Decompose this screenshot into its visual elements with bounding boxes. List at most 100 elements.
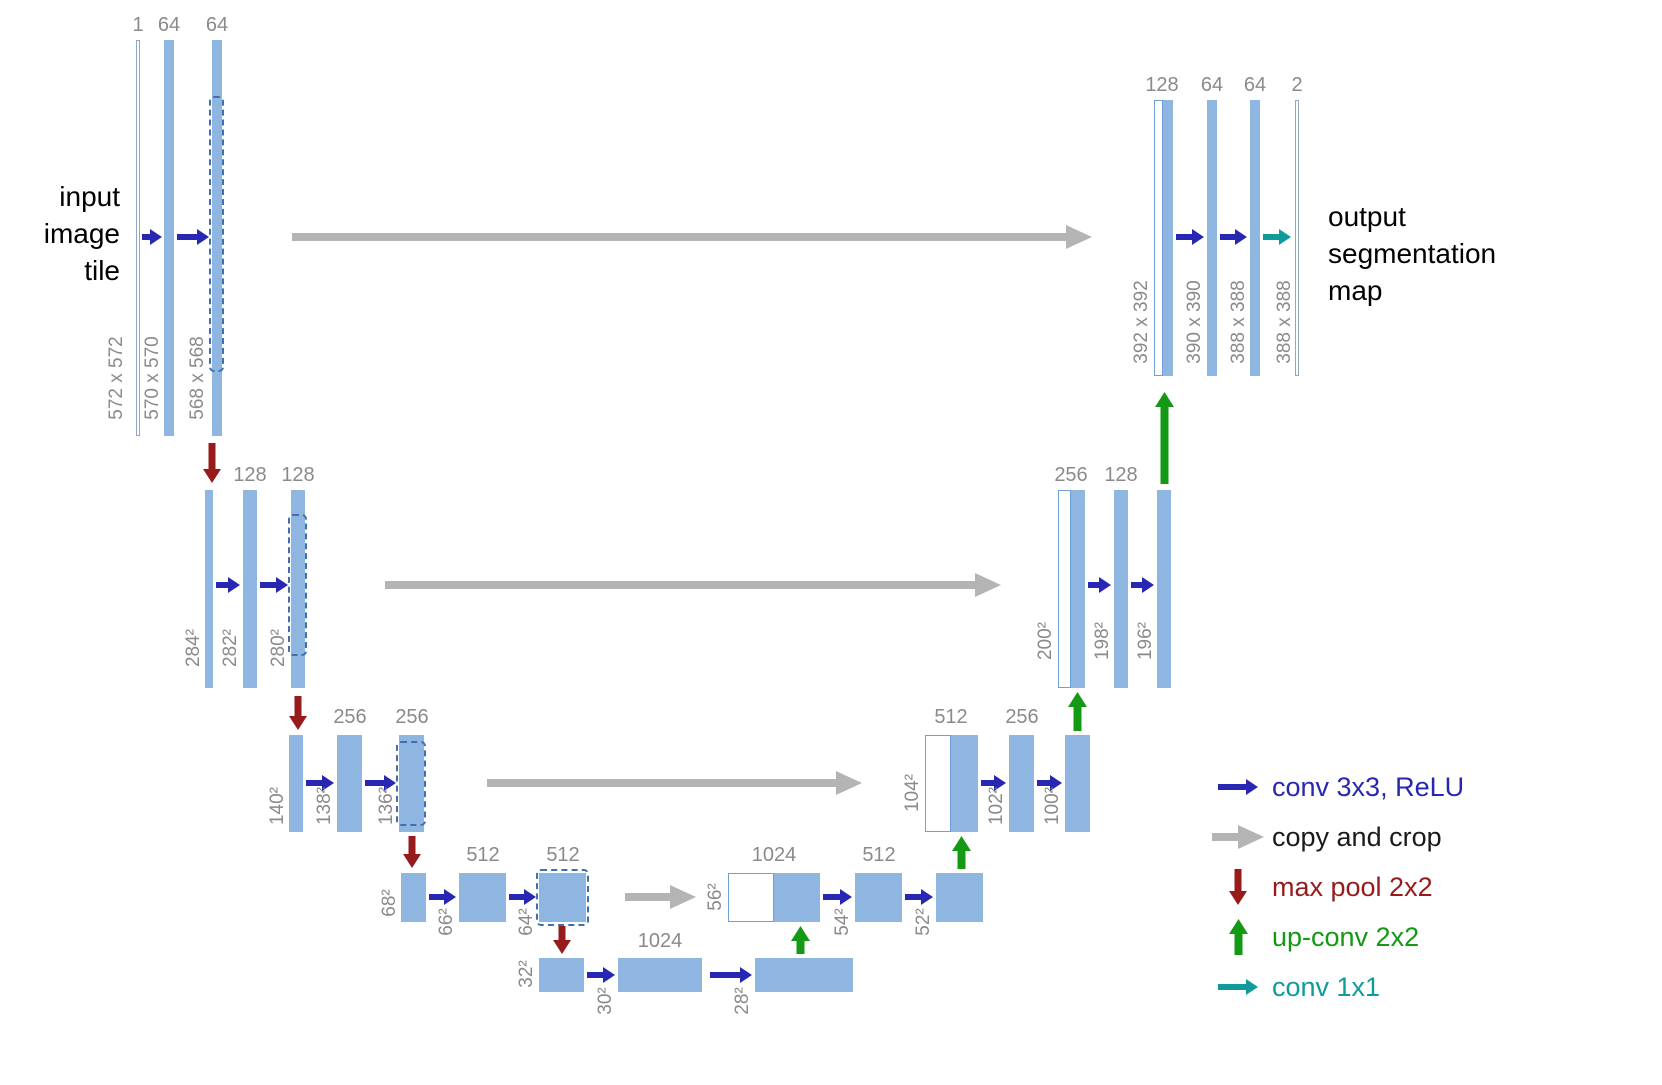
conv3x3-arrow-icon bbox=[365, 775, 396, 791]
conv3x3-arrow-icon bbox=[1131, 577, 1154, 593]
feature-map-bar bbox=[164, 40, 174, 436]
copied-feature-map-bar bbox=[1154, 100, 1163, 376]
conv3x3-arrow-icon bbox=[1037, 775, 1062, 791]
up-conv-arrow-icon bbox=[1067, 692, 1087, 731]
conv3x3-arrow-icon bbox=[823, 889, 852, 905]
copied-feature-map-bar bbox=[925, 735, 951, 832]
copy-crop-arrow-icon bbox=[385, 573, 1001, 597]
copy-crop-arrow-icon bbox=[385, 573, 1001, 597]
feature-map-bar bbox=[1065, 735, 1090, 832]
conv3x3-arrow-icon bbox=[1037, 775, 1062, 791]
copied-feature-map-bar bbox=[1058, 490, 1071, 688]
feature-map-bar bbox=[1009, 735, 1034, 832]
copied-feature-map-bar bbox=[728, 873, 774, 922]
conv3x3-arrow-icon bbox=[509, 889, 536, 905]
feature-map-bar bbox=[936, 873, 983, 922]
copy-crop-arrow-icon bbox=[1208, 825, 1268, 849]
feature-map-bar bbox=[539, 873, 586, 922]
max-pool-arrow-icon bbox=[289, 696, 307, 730]
up-conv-arrow-icon bbox=[790, 926, 810, 954]
legend-item-conv: conv 3x3, ReLU bbox=[1208, 762, 1464, 812]
feature-map-bar bbox=[774, 873, 820, 922]
feature-map-bar bbox=[459, 873, 506, 922]
tile-size-label: 52² bbox=[913, 908, 934, 936]
tile-size-label: 28² bbox=[732, 987, 753, 1015]
channels-count-label: 64 bbox=[157, 14, 181, 36]
tile-size-label: 196² bbox=[1135, 621, 1156, 661]
legend-item-upconv: up-conv 2x2 bbox=[1208, 912, 1464, 962]
conv1x1-arrow-icon bbox=[1218, 979, 1258, 995]
channels-count-label: 128 bbox=[233, 464, 267, 486]
conv3x3-arrow-icon bbox=[587, 967, 615, 983]
tile-size-label: 388 x 388 bbox=[1228, 280, 1249, 364]
max-pool-arrow-icon bbox=[403, 836, 421, 868]
legend-label: copy and crop bbox=[1272, 821, 1442, 852]
feature-map-bar bbox=[243, 490, 257, 688]
channels-count-label: 64 bbox=[1243, 74, 1267, 96]
tile-size-label: 198² bbox=[1092, 621, 1113, 661]
tile-size-label: 392 x 392 bbox=[1131, 280, 1152, 364]
legend: conv 3x3, ReLU copy and crop max pool 2x2 u… bbox=[1208, 762, 1464, 1012]
max-pool-arrow-icon bbox=[289, 696, 307, 730]
tile-size-label: 388 x 388 bbox=[1274, 280, 1295, 364]
output-segmentation-map-label: output segmentation map bbox=[1328, 201, 1497, 306]
input-image-bar bbox=[136, 40, 140, 436]
copy-crop-arrow-icon bbox=[292, 225, 1092, 249]
conv3x3-arrow-icon bbox=[216, 577, 240, 593]
max-pool-arrow-icon bbox=[553, 926, 571, 954]
conv3x3-arrow-icon bbox=[1220, 229, 1247, 245]
copy-crop-arrow-icon bbox=[625, 885, 696, 909]
tile-size-label: 200² bbox=[1035, 621, 1056, 661]
conv3x3-arrow-icon bbox=[177, 229, 209, 245]
conv3x3-arrow-icon bbox=[1131, 577, 1154, 593]
legend-label: conv 1x1 bbox=[1272, 971, 1381, 1002]
conv3x3-arrow-icon bbox=[429, 889, 456, 905]
tile-size-label: 32² bbox=[516, 960, 537, 988]
up-conv-arrow-icon bbox=[951, 836, 971, 869]
conv3x3-arrow-icon bbox=[905, 889, 933, 905]
tile-size-label: 56² bbox=[705, 883, 726, 911]
max-pool-arrow-icon bbox=[203, 443, 221, 483]
tile-size-label: 138² bbox=[314, 786, 335, 826]
channels-count-label: 512 bbox=[934, 706, 968, 728]
conv3x3-arrow-icon bbox=[177, 229, 209, 245]
copy-crop-arrow-icon bbox=[1212, 825, 1264, 849]
tile-size-label: 30² bbox=[595, 987, 616, 1015]
conv3x3-arrow-icon bbox=[981, 775, 1006, 791]
up-conv-arrow-icon bbox=[1067, 692, 1087, 731]
max-pool-arrow-icon bbox=[403, 836, 421, 868]
crop-region-outline bbox=[536, 869, 589, 926]
conv3x3-arrow-icon bbox=[260, 577, 288, 593]
channels-count-label: 2 bbox=[1291, 74, 1303, 96]
legend-item-conv1: conv 1x1 bbox=[1208, 962, 1464, 1012]
tile-size-label: 68² bbox=[379, 889, 400, 917]
crop-region-outline bbox=[288, 514, 307, 656]
tile-size-label: 390 x 390 bbox=[1184, 280, 1205, 364]
tile-size-label: 280² bbox=[268, 628, 289, 668]
conv1x1-arrow-icon bbox=[1208, 979, 1268, 995]
legend-label: conv 3x3, ReLU bbox=[1272, 771, 1465, 802]
tile-size-label: 282² bbox=[220, 628, 241, 668]
conv3x3-arrow-icon bbox=[216, 577, 240, 593]
conv3x3-arrow-icon bbox=[1218, 779, 1258, 795]
up-conv-arrow-icon bbox=[1154, 392, 1174, 484]
crop-region-outline bbox=[209, 96, 224, 372]
conv3x3-arrow-icon bbox=[142, 229, 162, 245]
up-conv-arrow-icon bbox=[1228, 919, 1248, 955]
conv3x3-arrow-icon bbox=[1088, 577, 1111, 593]
feature-map-bar bbox=[337, 735, 362, 832]
output-map-bar bbox=[1295, 100, 1299, 376]
tile-size-label: 568 x 568 bbox=[187, 336, 208, 420]
tile-size-label: 284² bbox=[183, 628, 204, 668]
channels-count-label: 1024 bbox=[637, 930, 683, 952]
feature-map-bar bbox=[539, 958, 584, 992]
tile-size-label: 140² bbox=[267, 786, 288, 826]
channels-count-label: 64 bbox=[1200, 74, 1224, 96]
copy-crop-arrow-icon bbox=[487, 771, 862, 795]
conv3x3-arrow-icon bbox=[823, 889, 852, 905]
feature-map-bar bbox=[1250, 100, 1260, 376]
tile-size-label: 570 x 570 bbox=[142, 336, 163, 420]
up-conv-arrow-icon bbox=[1154, 392, 1174, 484]
copy-crop-arrow-icon bbox=[292, 225, 1092, 249]
legend-item-copy: copy and crop bbox=[1208, 812, 1464, 862]
